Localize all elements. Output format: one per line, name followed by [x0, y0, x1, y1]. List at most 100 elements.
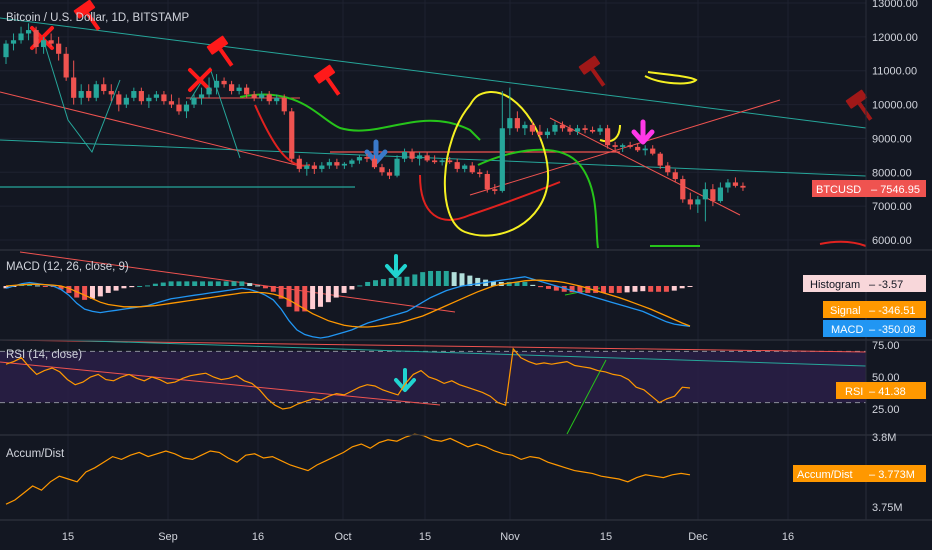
candle-body — [371, 158, 378, 168]
candle-body — [229, 84, 235, 92]
price-badge-value-group: – 7546.95 — [868, 180, 926, 197]
macd-histogram-bar — [192, 281, 198, 286]
candle-body — [635, 146, 641, 151]
candle-body — [537, 131, 543, 136]
macd-histogram-bar — [97, 286, 103, 297]
price-tick-label: 6000.00 — [872, 235, 912, 247]
svg-text:– 7546.95: – 7546.95 — [871, 184, 920, 196]
candle-body — [33, 30, 39, 48]
x-tick-label: Sep — [158, 531, 178, 543]
price-tick-label: 10000.00 — [872, 100, 918, 112]
rsi-title: RSI (14, close) — [6, 349, 82, 361]
macd-histogram-bar — [553, 286, 559, 291]
candle-body — [63, 53, 69, 78]
arrow-down-icon — [385, 254, 407, 278]
macd-histogram-bar — [317, 286, 323, 307]
gavel-icon — [578, 55, 606, 87]
macd-histogram-bar — [302, 286, 308, 312]
macd-histogram-bar — [152, 283, 158, 286]
macd-histogram-bar — [663, 286, 669, 292]
macd-histogram-bar — [262, 286, 268, 289]
candle-body — [492, 189, 498, 191]
accum-dist-line — [5, 433, 691, 505]
macd-histogram-bar — [325, 286, 331, 303]
signal-badge-value: -346.51 — [878, 305, 915, 317]
macd-histogram-bar — [82, 286, 88, 300]
macd-histogram-bar — [404, 276, 410, 286]
macd-histogram-bar — [207, 281, 213, 286]
candle-body — [93, 84, 99, 98]
candle-body — [379, 167, 385, 173]
candle-body — [153, 94, 159, 98]
candle-body — [198, 94, 205, 98]
macd-line — [5, 276, 691, 339]
macd-histogram-bar — [679, 286, 685, 289]
x-tick-label: 16 — [252, 531, 264, 543]
price-title: Bitcoin / U.S. Dollar, 1D, BITSTAMP — [6, 12, 190, 24]
yellow-circle — [443, 90, 550, 237]
price-badge-symbol: BTCUSD — [816, 184, 861, 196]
macd-histogram-bar — [113, 286, 119, 291]
candle-body — [131, 91, 137, 98]
candle-body — [717, 187, 723, 202]
candle-body — [409, 151, 415, 159]
candle-body — [341, 163, 347, 166]
candle-body — [236, 87, 242, 92]
price-tick-label: 11000.00 — [872, 66, 917, 78]
gavel-head — [578, 55, 601, 75]
macd-histogram-bar — [459, 273, 465, 286]
price-tick-label: 7000.00 — [872, 201, 912, 213]
gavel-head — [313, 64, 336, 84]
price-tick-label: 9000.00 — [872, 133, 912, 145]
rsi-line — [5, 347, 691, 410]
candle-body — [484, 173, 490, 190]
macd-histogram-bar — [396, 276, 402, 286]
candle-body — [665, 165, 671, 173]
x-mark-icon — [188, 68, 212, 92]
candle-body — [432, 160, 438, 163]
macd-histogram-bar — [200, 281, 206, 286]
candle-body — [627, 145, 633, 147]
macd-histogram-bar — [357, 285, 363, 287]
candle-body — [710, 189, 716, 202]
candle-body — [687, 199, 693, 205]
macd-histogram-bar — [475, 277, 481, 286]
svg-text:– -346.51: – -346.51 — [869, 305, 916, 317]
yellow-hook — [599, 124, 621, 143]
candle-body — [544, 131, 551, 136]
macd-histogram-bar — [467, 275, 473, 286]
price-badge: BTCUSD — [812, 180, 868, 197]
macd-badge: MACD – -350.08 — [823, 320, 926, 337]
svg-text:– 3.773M: – 3.773M — [869, 469, 915, 481]
candle-body — [424, 155, 430, 161]
macd-histogram-bar — [388, 277, 394, 286]
macd-histogram-bar — [168, 281, 174, 286]
candle-body — [176, 104, 182, 112]
svg-text:– -3.57: – -3.57 — [869, 279, 903, 291]
macd-histogram-bar — [640, 286, 646, 292]
gavel-icon — [73, 0, 101, 31]
gavel-handle — [590, 68, 606, 87]
candle-body — [138, 91, 144, 102]
candle-body — [401, 151, 408, 159]
macd-histogram-bar — [530, 284, 536, 286]
rsi-badge: RSI – 41.38 — [836, 382, 926, 399]
candle-body — [86, 91, 92, 98]
macd-badge-label: MACD — [831, 324, 863, 336]
candle-body — [567, 128, 573, 132]
candle-body — [213, 80, 220, 88]
candle-body — [183, 104, 190, 112]
histogram-badge-value: -3.57 — [878, 279, 903, 291]
macd-histogram-bar — [373, 280, 379, 286]
candle-body — [349, 160, 355, 164]
rsi-badge-label: RSI — [845, 386, 863, 398]
candle-body — [18, 33, 24, 41]
macd-histogram-bar — [522, 281, 528, 286]
candle-body — [469, 165, 475, 173]
macd-histogram-bar — [184, 281, 190, 286]
macd-histogram-bar — [608, 286, 614, 293]
candle-body — [386, 172, 393, 176]
trendline-teal-lower — [0, 139, 867, 177]
accum-badge-label: Accum/Dist — [797, 469, 853, 481]
